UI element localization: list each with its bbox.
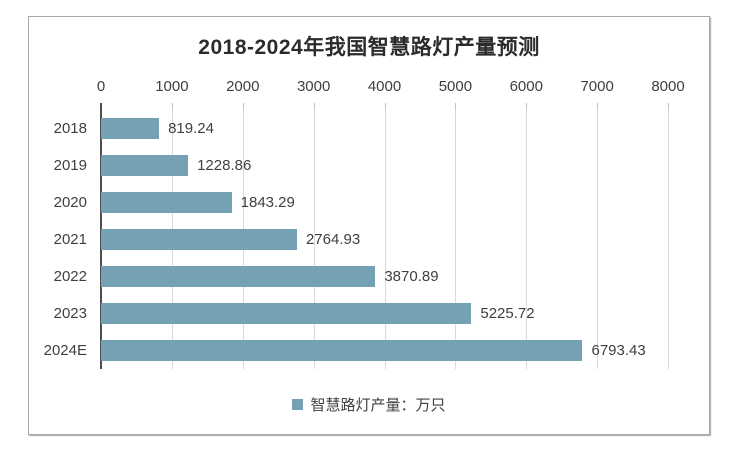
y-axis-category-label: 2022 xyxy=(53,268,87,285)
plot-area: 0 1000 2000 3000 4000 5000 6000 7000 8000 2018 819… xyxy=(44,78,685,369)
axis-tick xyxy=(668,103,669,110)
bar-row: 2018 819.24 xyxy=(54,110,668,147)
axis-tick xyxy=(313,103,315,110)
x-axis-tick-label: 1000 xyxy=(155,78,189,95)
x-axis-tick-label: 2000 xyxy=(226,78,260,95)
bar xyxy=(101,340,583,361)
x-axis-tick-label: 0 xyxy=(96,78,106,95)
chart-title: 2018-2024年我国智慧路灯产量预测 xyxy=(198,36,540,59)
axis-tick xyxy=(384,103,386,110)
bar-value-label: 5225.72 xyxy=(480,305,535,322)
axis-tick xyxy=(526,103,528,110)
x-axis-tick-label: 7000 xyxy=(580,78,614,95)
axis-tick xyxy=(171,103,173,110)
gridline xyxy=(597,110,599,369)
bar-value-label: 2764.93 xyxy=(305,231,361,248)
x-axis-tick-label: 3000 xyxy=(296,78,331,95)
x-axis-tick-label: 8000 xyxy=(651,78,685,95)
axis-tick xyxy=(242,103,244,110)
chart-panel: 2018-2024年我国智慧路灯产量预测 0 1000 2000 3000 4000 50… xyxy=(28,16,710,435)
bar xyxy=(101,118,160,139)
bar xyxy=(101,192,232,213)
bar-value-label: 1228.86 xyxy=(197,157,252,174)
bar-value-label: 1843.29 xyxy=(240,194,295,211)
x-axis-tick-label: 5000 xyxy=(438,78,473,95)
bar-row: 2021 2764.93 xyxy=(54,221,668,258)
legend: 智慧路灯产量：万只 xyxy=(29,394,709,415)
bar xyxy=(101,155,189,176)
bar-value-label: 3870.89 xyxy=(384,268,439,285)
gridline xyxy=(668,110,669,369)
gridline xyxy=(526,110,528,369)
axis-tick xyxy=(455,103,457,110)
y-axis-category-label: 2019 xyxy=(53,157,87,174)
axis-tick xyxy=(597,103,599,110)
x-axis-tick-label: 6000 xyxy=(509,78,543,95)
bar-value-label: 819.24 xyxy=(168,120,214,137)
y-axis-category-label: 2024E xyxy=(43,342,87,359)
gridline xyxy=(384,110,386,369)
gridline xyxy=(455,110,457,369)
bar xyxy=(101,303,472,324)
bar-value-label: 6793.43 xyxy=(591,342,646,359)
gridline xyxy=(313,110,315,369)
y-axis-category-label: 2021 xyxy=(53,231,87,248)
legend-label: 智慧路灯产量：万只 xyxy=(310,397,446,414)
bar-row: 2020 1843.29 xyxy=(54,184,668,221)
y-axis-category-label: 2023 xyxy=(53,305,87,322)
bar xyxy=(101,266,376,287)
bar-row: 2022 3870.89 xyxy=(54,258,668,295)
bar xyxy=(101,229,297,250)
bar-row: 2023 5225.72 xyxy=(54,295,668,332)
y-axis-category-label: 2020 xyxy=(53,194,87,211)
bar-row: 2019 1228.86 xyxy=(54,147,668,184)
x-axis-tick-label: 4000 xyxy=(367,78,402,95)
bar-row: 2024E 6793.43 xyxy=(44,332,668,369)
y-axis-category-label: 2018 xyxy=(53,120,87,137)
legend-marker-icon xyxy=(292,399,304,410)
